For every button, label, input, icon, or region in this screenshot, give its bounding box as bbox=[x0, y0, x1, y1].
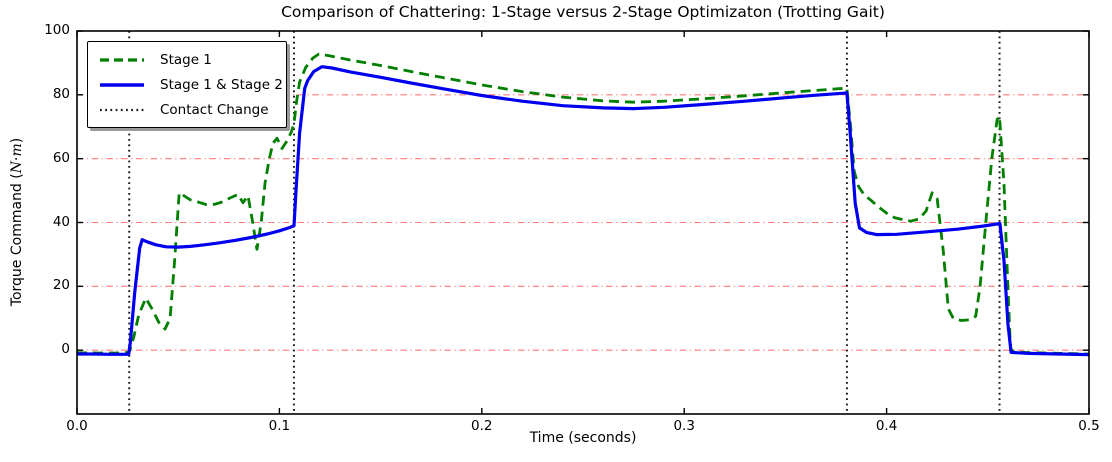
y-tick-label: 20 bbox=[52, 277, 70, 294]
y-tick-label: 0 bbox=[61, 341, 70, 358]
legend-entry-stage1and2: Stage 1 & Stage 2 bbox=[88, 72, 286, 97]
legend-entry-stage1: Stage 1 bbox=[88, 47, 286, 72]
series-line-stage-1-stage-2 bbox=[77, 65, 1090, 357]
x-tick-label: 0.0 bbox=[66, 418, 88, 434]
dotted-line-icon bbox=[100, 108, 144, 111]
dashed-line-icon bbox=[100, 57, 144, 62]
legend-label: Stage 1 bbox=[160, 51, 212, 68]
y-axis-label-units: N·m bbox=[9, 143, 25, 174]
y-axis-label-text: Torque Command ( bbox=[9, 173, 25, 307]
y-tick-label: 100 bbox=[44, 22, 70, 38]
y-tick-label: 40 bbox=[52, 213, 70, 230]
legend-label: Stage 1 & Stage 2 bbox=[160, 76, 283, 93]
legend-entry-contact-change: Contact Change bbox=[88, 97, 286, 122]
legend-label: Contact Change bbox=[160, 101, 269, 118]
x-tick-label: 0.4 bbox=[875, 418, 898, 434]
x-tick-label: 0.2 bbox=[471, 418, 493, 434]
y-tick-label: 80 bbox=[52, 85, 70, 102]
x-axis-label: Time (seconds) bbox=[529, 430, 637, 446]
x-tick-label: 0.3 bbox=[673, 418, 695, 434]
chart-title: Comparison of Chattering: 1-Stage versus… bbox=[281, 3, 885, 21]
solid-line-icon bbox=[100, 82, 144, 87]
x-tick-label: 0.5 bbox=[1078, 418, 1100, 434]
y-axis-label-close: ) bbox=[9, 137, 25, 144]
y-tick-label: 60 bbox=[52, 149, 70, 166]
x-tick-label: 0.1 bbox=[268, 418, 291, 434]
legend: Stage 1 Stage 1 & Stage 2 Contact Change bbox=[87, 41, 287, 128]
series-line-stage-1 bbox=[76, 52, 1090, 356]
y-axis-label: Torque Command (N·m) bbox=[9, 138, 25, 306]
